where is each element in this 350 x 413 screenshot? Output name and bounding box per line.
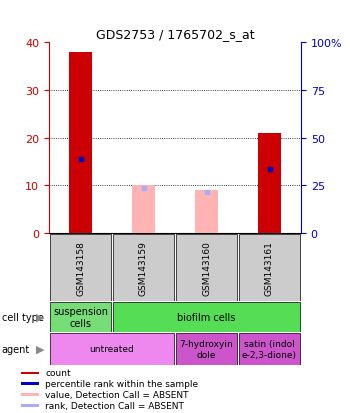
Text: ▶: ▶ <box>36 312 44 322</box>
Bar <box>113 302 300 332</box>
Title: GDS2753 / 1765702_s_at: GDS2753 / 1765702_s_at <box>96 28 254 41</box>
Text: biofilm cells: biofilm cells <box>177 312 236 322</box>
Bar <box>113 234 174 301</box>
Bar <box>50 333 174 365</box>
Text: GSM143158: GSM143158 <box>76 240 85 295</box>
Text: rank, Detection Call = ABSENT: rank, Detection Call = ABSENT <box>45 401 184 410</box>
Text: suspension
cells: suspension cells <box>53 306 108 328</box>
Text: cell type: cell type <box>2 312 44 322</box>
Text: 7-hydroxyin
dole: 7-hydroxyin dole <box>180 339 233 358</box>
Bar <box>50 234 111 301</box>
Bar <box>21 393 39 396</box>
Text: satin (indol
e-2,3-dione): satin (indol e-2,3-dione) <box>242 339 297 358</box>
Text: GSM143159: GSM143159 <box>139 240 148 295</box>
Text: value, Detection Call = ABSENT: value, Detection Call = ABSENT <box>45 390 189 399</box>
Text: percentile rank within the sample: percentile rank within the sample <box>45 380 198 388</box>
Bar <box>239 234 300 301</box>
Text: untreated: untreated <box>90 344 134 354</box>
Bar <box>21 382 39 385</box>
Bar <box>132 186 155 233</box>
Bar <box>21 372 39 374</box>
Bar <box>176 333 237 365</box>
Bar <box>69 53 91 233</box>
Text: count: count <box>45 368 71 377</box>
Text: ▶: ▶ <box>36 344 44 354</box>
Bar <box>239 333 300 365</box>
Text: GSM143161: GSM143161 <box>265 240 274 295</box>
Bar <box>21 404 39 407</box>
Text: GSM143160: GSM143160 <box>202 240 211 295</box>
Bar <box>258 134 281 233</box>
Bar <box>176 234 237 301</box>
Bar <box>50 302 111 332</box>
Text: agent: agent <box>2 344 30 354</box>
Bar <box>195 191 217 233</box>
